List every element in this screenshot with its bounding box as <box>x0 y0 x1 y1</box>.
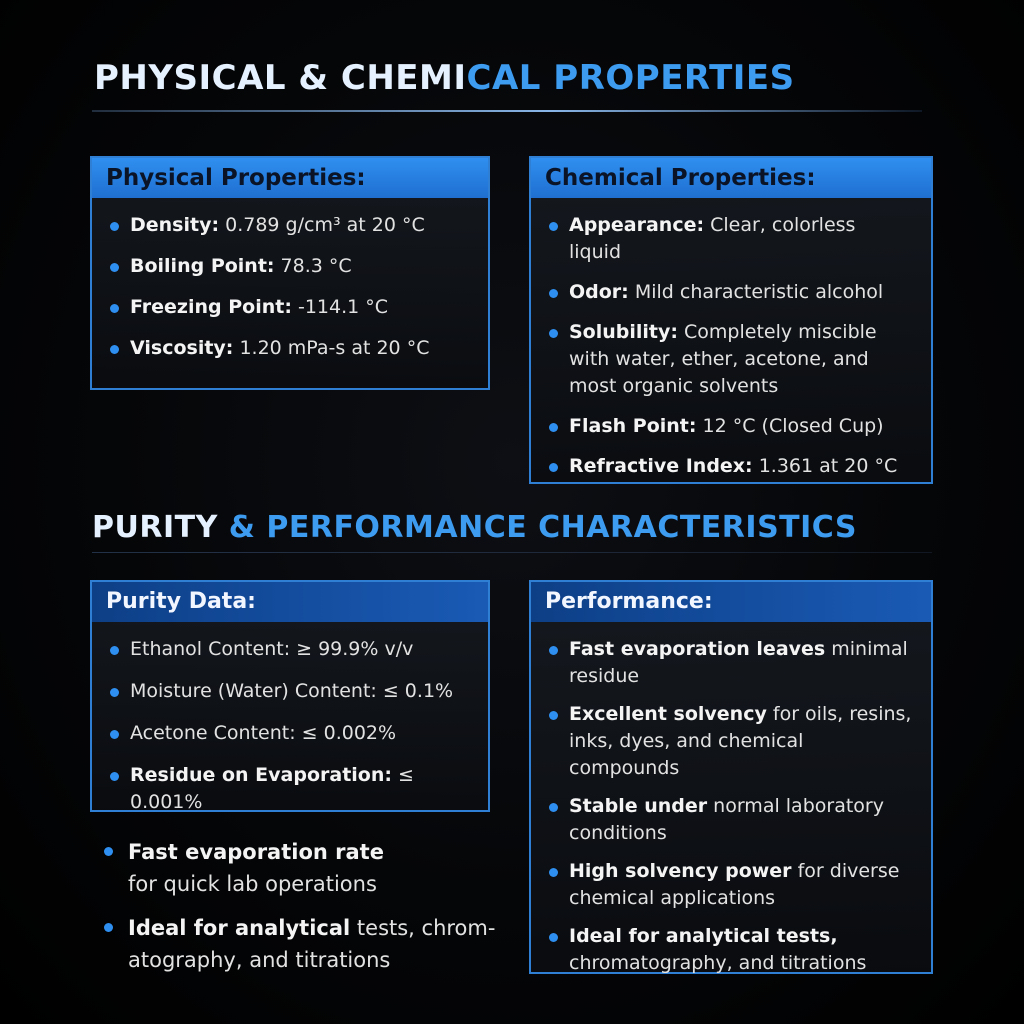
list-item: Appearance: Clear, colorless liquid <box>547 212 913 266</box>
bullet-icon <box>549 868 558 877</box>
list-item: Solubility: Completely miscible with wat… <box>547 319 913 400</box>
bullet-icon <box>110 304 119 313</box>
bullet-icon <box>549 646 558 655</box>
panel-header: Performance: <box>531 582 931 622</box>
list-item: Ideal for analytical tests, chromatograp… <box>547 923 913 977</box>
purity-data-panel: Purity Data: Ethanol Content: ≥ 99.9% v/… <box>90 580 490 813</box>
list-item: Excellent solvency for oils, resins, ink… <box>547 701 913 782</box>
section-title-properties: PHYSICAL & CHEMICAL PROPERTIES <box>94 58 795 98</box>
bullet-icon <box>104 847 113 856</box>
extra-features-list: Fast evaporation rate for quick lab oper… <box>104 836 524 988</box>
list-item: Boiling Point: 78.3 °C <box>108 253 470 280</box>
list-item: Stable under normal laboratory condition… <box>547 793 913 847</box>
list-item: Fast evaporation rate for quick lab oper… <box>104 836 524 900</box>
bullet-icon <box>110 222 119 231</box>
list-item: Fast evaporation leaves minimal residue <box>547 636 913 690</box>
title-underline <box>92 110 922 112</box>
bullet-icon <box>549 423 558 432</box>
list-item: Residue on Evaporation: ≤ 0.001% <box>108 762 470 816</box>
list-item: Ethanol Content: ≥ 99.9% v/v <box>108 636 470 663</box>
list-item: Density: 0.789 g/cm³ at 20 °C <box>108 212 470 239</box>
performance-panel: Performance: Fast evaporation leaves min… <box>529 580 933 974</box>
bullet-icon <box>549 222 558 231</box>
bullet-icon <box>104 923 113 932</box>
list-item: Viscosity: 1.20 mPa-s at 20 °C <box>108 335 470 362</box>
list-item: Acetone Content: ≤ 0.002% <box>108 720 470 747</box>
physical-properties-panel: Physical Properties: Density: 0.789 g/cm… <box>90 156 490 390</box>
panel-header: Physical Properties: <box>92 158 488 198</box>
title-underline <box>92 552 932 553</box>
section-title-purity-performance: PURITY & PERFORMANCE CHARACTERISTICS <box>92 510 857 545</box>
list-item: Ideal for analytical tests, chrom-atogra… <box>104 912 524 976</box>
bullet-icon <box>110 345 119 354</box>
bullet-icon <box>110 688 119 697</box>
list-item: Moisture (Water) Content: ≤ 0.1% <box>108 678 470 705</box>
list-item: Odor: Mild characteristic alcohol <box>547 279 913 306</box>
list-item: Flash Point: 12 °C (Closed Cup) <box>547 413 913 440</box>
list-item: Freezing Point: -114.1 °C <box>108 294 470 321</box>
list-item: Refractive Index: 1.361 at 20 °C <box>547 453 913 480</box>
bullet-icon <box>549 289 558 298</box>
list-item: High solvency power for diverse chemical… <box>547 858 913 912</box>
bullet-icon <box>549 933 558 942</box>
bullet-icon <box>110 263 119 272</box>
bullet-icon <box>110 646 119 655</box>
bullet-icon <box>549 463 558 472</box>
bullet-icon <box>110 772 119 781</box>
bullet-icon <box>549 803 558 812</box>
bullet-icon <box>549 329 558 338</box>
panel-header: Chemical Properties: <box>531 158 931 198</box>
bullet-icon <box>110 730 119 739</box>
panel-header: Purity Data: <box>92 582 488 622</box>
bullet-icon <box>549 711 558 720</box>
chemical-properties-panel: Chemical Properties: Appearance: Clear, … <box>529 156 933 484</box>
